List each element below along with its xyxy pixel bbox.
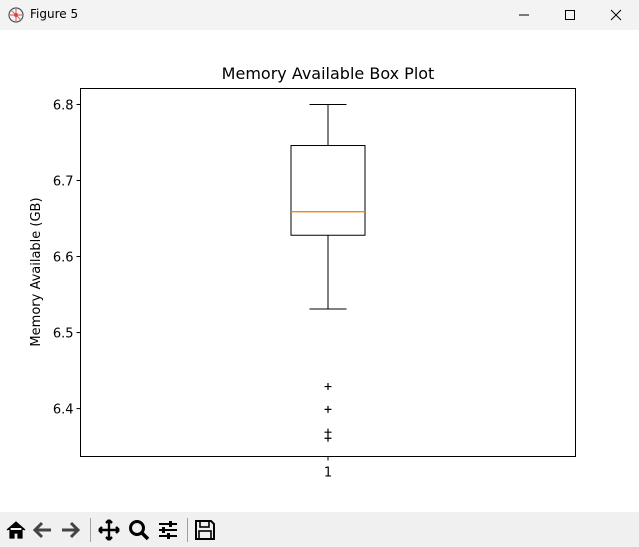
close-icon	[610, 9, 622, 21]
minimize-icon	[519, 14, 529, 16]
maximize-button[interactable]	[547, 0, 593, 30]
window-titlebar: Figure 5	[0, 0, 639, 30]
matplotlib-figure-icon	[8, 7, 24, 23]
outlier-marker	[324, 434, 332, 442]
close-button[interactable]	[593, 0, 639, 30]
box-iqr	[290, 145, 366, 236]
pan-button[interactable]	[97, 518, 121, 542]
save-floppy-icon	[195, 520, 215, 540]
figure-canvas[interactable]: Memory Available Box Plot Memory Availab…	[0, 30, 639, 510]
home-icon	[6, 521, 26, 539]
back-button[interactable]	[31, 518, 55, 542]
y-tick-label: 6.6	[53, 251, 74, 266]
configure-subplots-icon	[159, 521, 177, 539]
chart-title: Memory Available Box Plot	[222, 64, 435, 83]
navigation-toolbar	[0, 512, 639, 547]
y-tick-label: 6.8	[53, 98, 74, 113]
y-tick-label: 6.5	[53, 327, 74, 342]
toolbar-separator	[90, 518, 91, 542]
forward-button[interactable]	[58, 518, 82, 542]
save-button[interactable]	[193, 518, 217, 542]
y-axis-label: Memory Available (GB)	[29, 197, 44, 346]
outlier-marker	[324, 383, 332, 391]
outlier-marker	[324, 428, 332, 436]
zoom-magnifier-icon	[129, 520, 150, 541]
forward-arrow-icon	[62, 521, 81, 539]
zoom-button[interactable]	[127, 518, 151, 542]
pan-move-icon	[98, 519, 120, 541]
box-plot-chart: Memory Available Box Plot Memory Availab…	[29, 64, 576, 481]
configure-subplots-button[interactable]	[156, 518, 180, 542]
y-tick-label: 6.4	[53, 403, 74, 418]
y-tick-label: 6.7	[53, 175, 74, 190]
window-title: Figure 5	[30, 7, 79, 21]
toolbar-separator	[187, 518, 188, 542]
back-arrow-icon	[32, 521, 51, 539]
maximize-icon	[565, 10, 575, 20]
x-tick-label: 1	[324, 466, 332, 481]
minimize-button[interactable]	[501, 0, 547, 30]
outlier-marker	[324, 405, 332, 413]
home-button[interactable]	[4, 518, 28, 542]
